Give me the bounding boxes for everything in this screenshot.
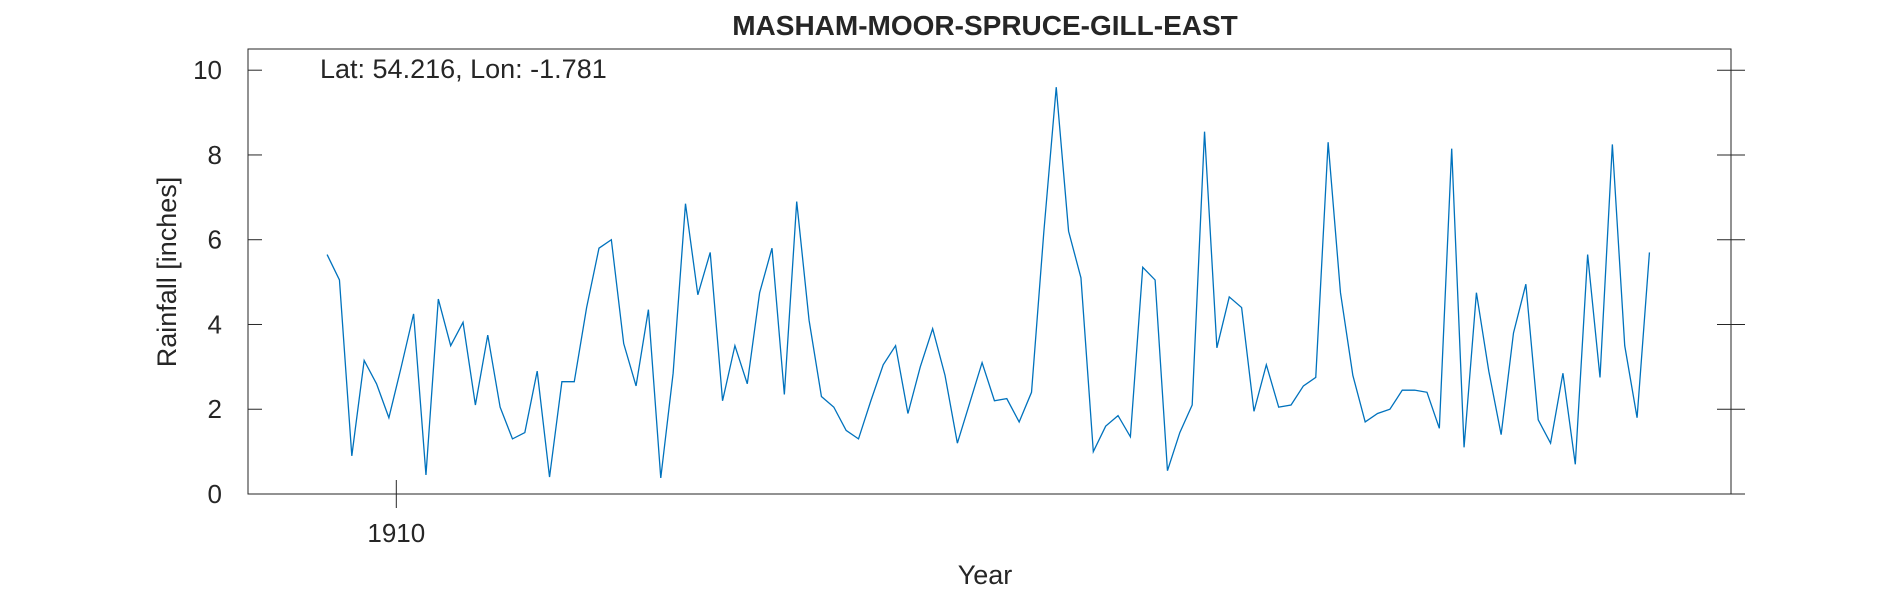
rainfall-series-line [326, 87, 1651, 478]
series-layer [326, 87, 1651, 478]
y-axis-label: Rainfall [inches] [152, 177, 182, 368]
chart-title: MASHAM-MOOR-SPRUCE-GILL-EAST [732, 10, 1238, 41]
x-tick-label: 1910 [367, 518, 425, 548]
location-annotation: Lat: 54.216, Lon: -1.781 [320, 54, 607, 84]
x-axis-label: Year [958, 560, 1013, 590]
y-tick-label: 0 [208, 479, 222, 509]
y-tick-label: 2 [208, 394, 222, 424]
plot-frame [247, 48, 1732, 495]
y-tick-label: 10 [193, 55, 222, 85]
y-tick-label: 6 [208, 225, 222, 255]
y-tick-label: 8 [208, 140, 222, 170]
axis-ticks: 0 2 4 6 8 10 1910 [193, 55, 1745, 548]
y-tick-label: 4 [208, 309, 222, 339]
plot-area: 0 2 4 6 8 10 1910 [193, 48, 1745, 548]
